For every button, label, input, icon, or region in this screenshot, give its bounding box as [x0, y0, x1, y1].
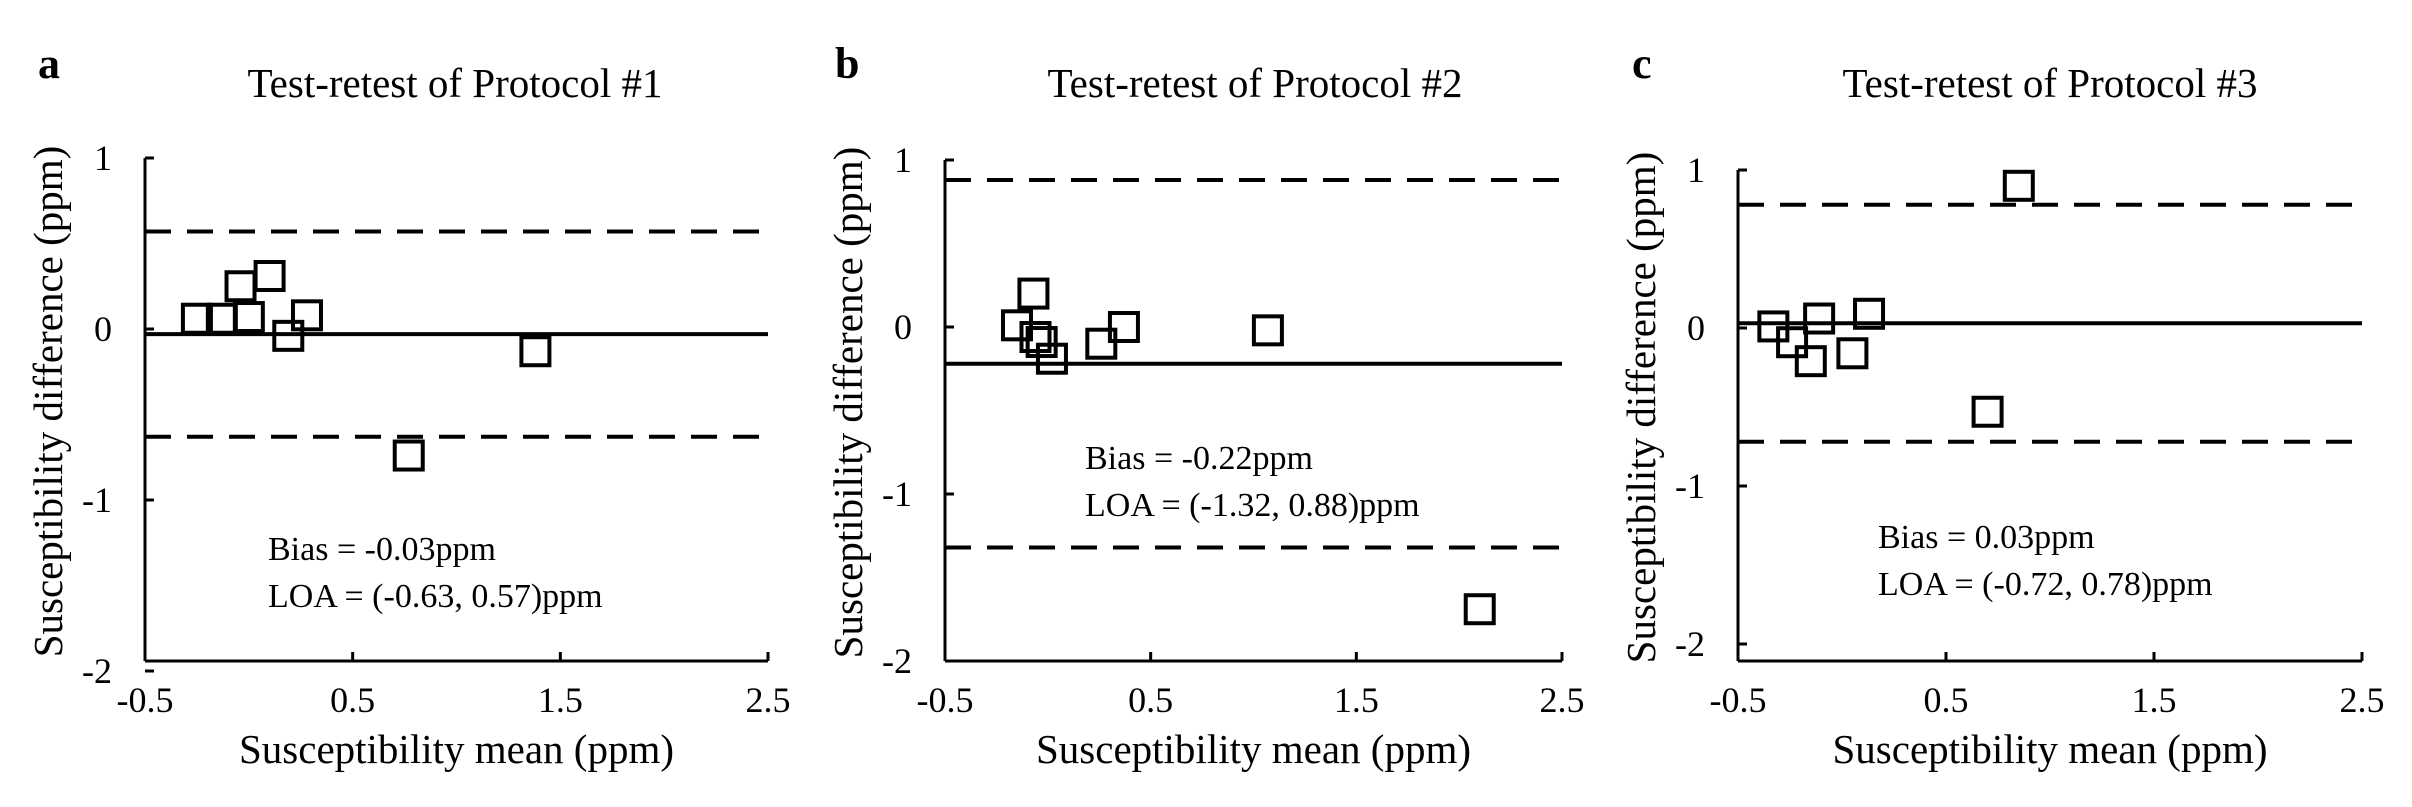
y-tick-label: -1	[882, 474, 912, 514]
chart-title: Test-retest of Protocol #2	[1047, 60, 1462, 106]
x-tick-label: 1.5	[2132, 680, 2177, 720]
panel-a: a Test-retest of Protocol #1 -2 -1 0 1 -0.5 0.5…	[25, 39, 791, 772]
panel-letter: c	[1632, 39, 1652, 88]
data-point	[253, 259, 286, 292]
y-tick-label: -2	[882, 641, 912, 681]
y-axis-label: Susceptibility difference (ppm)	[25, 146, 71, 658]
x-tick-label: 1.5	[538, 680, 583, 720]
x-tick-label: 2.5	[2340, 680, 2385, 720]
x-tick-label: 2.5	[746, 680, 791, 720]
y-tick-label: -2	[82, 651, 112, 691]
panel-letter: a	[38, 39, 60, 88]
bias-annotation: Bias = -0.03ppm	[268, 531, 496, 568]
x-tick-label: 2.5	[1540, 680, 1585, 720]
data-point	[1794, 345, 1827, 378]
data-point	[2002, 169, 2035, 202]
data-point	[1463, 593, 1496, 626]
y-tick-label: 1	[1687, 150, 1705, 190]
x-tick-label: 0.5	[1924, 680, 1969, 720]
data-point	[1035, 342, 1068, 375]
data-point	[392, 439, 425, 472]
data-point	[1853, 297, 1886, 330]
y-tick-label: 0	[894, 307, 912, 347]
y-tick-label: 1	[894, 140, 912, 180]
x-axis-label: Susceptibility mean (ppm)	[1833, 726, 2268, 772]
data-point	[1107, 311, 1140, 343]
y-tick-label: -2	[1675, 624, 1705, 664]
x-axis-label: Susceptibility mean (ppm)	[239, 726, 674, 772]
x-tick-label: 0.5	[330, 680, 375, 720]
data-point	[1025, 326, 1058, 359]
data-point	[1000, 309, 1033, 342]
y-axis-label: Susceptibility difference (ppm)	[1618, 152, 1664, 664]
panel-letter: b	[835, 39, 859, 88]
y-tick-label: 1	[94, 138, 112, 178]
data-point	[290, 299, 323, 332]
y-tick-label: -1	[82, 480, 112, 520]
data-point	[519, 335, 552, 368]
data-point	[224, 270, 257, 303]
data-point	[272, 319, 305, 352]
data-point	[232, 301, 265, 334]
data-point	[1251, 314, 1284, 347]
data-point	[1017, 277, 1050, 310]
y-axis-label: Susceptibility difference (ppm)	[825, 147, 871, 659]
data-point	[1971, 395, 2004, 428]
y-tick-label: -1	[1675, 466, 1705, 506]
x-tick-label: -0.5	[917, 680, 974, 720]
x-axis-label: Susceptibility mean (ppm)	[1036, 726, 1471, 772]
panel-b: b Test-retest of Protocol #2 -2 -1 0 1 -0.5 0.5…	[825, 39, 1585, 772]
y-tick-label: 0	[94, 309, 112, 349]
chart-title: Test-retest of Protocol #3	[1842, 60, 2257, 106]
x-tick-label: -0.5	[1710, 680, 1767, 720]
data-point	[1803, 302, 1836, 335]
panel-c: c Test-retest of Protocol #3 -2 -1 0 1 -0.5 0.5…	[1618, 39, 2385, 772]
chart-title: Test-retest of Protocol #1	[247, 60, 662, 106]
x-tick-label: -0.5	[117, 680, 174, 720]
y-tick-label: 0	[1687, 308, 1705, 348]
loa-annotation: LOA = (-1.32, 0.88)ppm	[1085, 487, 1420, 524]
x-tick-label: 0.5	[1128, 680, 1173, 720]
x-tick-label: 1.5	[1334, 680, 1379, 720]
data-point	[1019, 321, 1052, 354]
data-point	[1776, 326, 1809, 359]
bias-annotation: Bias = 0.03ppm	[1878, 519, 2095, 556]
data-point	[180, 302, 213, 335]
loa-annotation: LOA = (-0.63, 0.57)ppm	[268, 578, 603, 615]
data-point	[1836, 337, 1869, 370]
data-point	[1085, 327, 1118, 360]
bias-annotation: Bias = -0.22ppm	[1085, 440, 1313, 477]
loa-annotation: LOA = (-0.72, 0.78)ppm	[1878, 566, 2213, 603]
